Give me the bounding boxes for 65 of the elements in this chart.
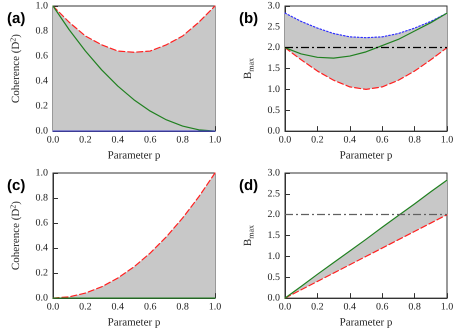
x-tick-label: 0.8 [176, 302, 189, 313]
y-tick-label: 1.0 [268, 250, 280, 262]
y-axis-title: Bmax [242, 58, 256, 80]
y-tick-label: 0.0 [36, 292, 48, 304]
y-tick-label: 2.0 [268, 42, 280, 54]
x-tick-label: 1.0 [440, 134, 454, 146]
x-tick-label: 0.8 [176, 134, 189, 146]
y-tick-label: 0.8 [36, 192, 48, 204]
x-tick-label: 0.0 [46, 134, 60, 146]
y-tick-label: 0.0 [268, 126, 280, 137]
y-axis-title: Coherence (D2) [8, 200, 22, 270]
y-tick-label: 1.5 [268, 63, 280, 74]
x-tick-label: 0.4 [112, 134, 124, 146]
y-axis-title: Bmax [242, 224, 256, 246]
x-axis-title: Parameter p [108, 316, 161, 328]
x-tick-label: 0.4 [112, 302, 124, 313]
y-tick-label: 1.0 [36, 168, 48, 178]
chart-title: (c) [7, 177, 26, 194]
x-tick-label: 0.0 [46, 302, 60, 313]
y-tick-label: 0.4 [36, 76, 48, 87]
y-tick-label: 1.0 [36, 0, 48, 12]
x-tick-label: 0.8 [408, 302, 421, 313]
chart-title: (a) [7, 10, 26, 27]
chart-title: (b) [239, 10, 258, 27]
y-tick-label: 2.0 [268, 209, 280, 220]
x-tick-label: 1.0 [208, 302, 222, 313]
x-tick-label: 1.0 [440, 302, 454, 313]
x-axis-title: Parameter p [108, 150, 161, 162]
x-axis-title: Parameter p [340, 316, 393, 328]
line-series [52, 5, 216, 53]
x-tick-label: 0.0 [278, 134, 292, 146]
x-tick-label: 0.2 [311, 134, 324, 146]
y-tick-label: 0.5 [268, 272, 280, 283]
y-tick-label: 0.2 [36, 268, 48, 279]
x-tick-label: 0.4 [344, 302, 356, 313]
y-tick-label: 2.5 [268, 21, 280, 32]
x-tick-label: 0.6 [144, 134, 156, 146]
y-tick-label: 0.8 [36, 26, 48, 37]
y-tick-label: 3.0 [268, 0, 280, 12]
x-tick-label: 0.2 [79, 302, 92, 313]
chart-title: (d) [239, 177, 258, 194]
y-tick-label: 2.5 [268, 188, 280, 200]
x-tick-label: 0.0 [278, 302, 292, 313]
y-tick-label: 0.0 [268, 292, 280, 304]
y-tick-label: 0.2 [36, 100, 48, 112]
x-tick-label: 0.8 [408, 134, 421, 146]
x-tick-label: 0.2 [311, 302, 324, 313]
x-axis-title: Parameter p [340, 150, 393, 162]
y-tick-label: 1.5 [268, 230, 280, 242]
y-tick-label: 3.0 [268, 168, 280, 178]
x-tick-label: 0.2 [79, 134, 92, 146]
x-tick-label: 0.6 [376, 302, 388, 313]
x-tick-label: 0.6 [144, 302, 156, 313]
y-tick-label: 1.0 [268, 84, 280, 95]
x-tick-label: 0.4 [344, 134, 356, 146]
y-tick-label: 0.5 [268, 104, 280, 116]
y-tick-label: 0.6 [36, 50, 48, 62]
y-tick-label: 0.4 [36, 242, 48, 254]
y-axis-title: Coherence (D2) [8, 34, 22, 104]
y-tick-label: 0.0 [36, 126, 48, 137]
y-tick-label: 0.6 [36, 218, 48, 229]
line-series [284, 47, 448, 90]
x-tick-label: 1.0 [208, 134, 222, 146]
line-series [284, 12, 448, 59]
x-tick-label: 0.6 [376, 134, 388, 146]
